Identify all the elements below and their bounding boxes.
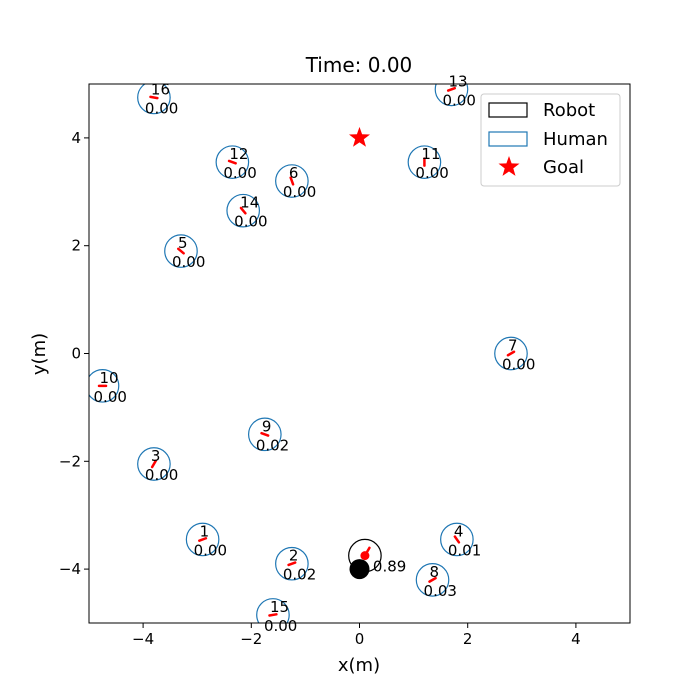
y-axis-label: y(m) [29,333,50,375]
human-value-label: 0.00 [194,541,227,559]
robot-circle [348,538,382,573]
y-tick-label: 0 [71,345,81,363]
human-value-label: 0.02 [283,566,316,584]
legend-robot-label: Robot [543,100,595,121]
legend-human-label: Human [543,129,608,150]
human-circle [407,145,442,179]
human-id-label: 3 [151,447,161,465]
human-circle [434,84,469,107]
human-heading-marker [227,159,237,165]
human-value-label: 0.00 [234,213,267,231]
human-id-label: 6 [289,164,299,182]
human-id-label: 1 [200,522,210,540]
human-circle [275,164,309,198]
human-id-label: 5 [178,234,188,252]
human-circle [247,417,282,452]
legend-robot-swatch [488,102,528,118]
human-id-label: 2 [289,547,299,565]
y-tick-label: −4 [59,560,81,578]
human-circle [137,447,171,481]
human-circle [164,234,198,268]
human-heading-marker [260,431,270,437]
human-id-label: 11 [421,145,440,163]
human-value-label: 0.00 [442,91,475,109]
x-tick-label: −2 [240,630,262,648]
human-heading-marker [198,537,208,542]
goal-star [349,126,370,147]
legend-human-swatch [488,131,528,147]
x-axis-ticks: −4 −2 0 2 4 [132,623,581,648]
human-id-label: 15 [270,598,289,616]
x-tick-label: 2 [463,630,473,648]
human-heading-marker [289,176,295,186]
human-heading-marker [446,86,457,92]
human-circle [89,369,120,403]
human-value-label: 0.01 [448,541,481,559]
human-heading-marker [177,247,185,255]
human-heading-marker [268,613,278,617]
human-heading-marker [150,459,157,469]
y-tick-label: 4 [71,129,81,147]
legend-goal-label: Goal [543,157,584,178]
human-circle [226,193,261,228]
human-heading-marker [506,350,516,357]
plot-area: 10.00 20.0230.0040.0150.0060.0070.0080.03… [88,72,631,635]
y-axis-ticks: −4 −2 0 2 4 [59,129,89,578]
human-circle [494,336,528,371]
human-id-label: 4 [454,522,464,540]
human-id-label: 8 [430,563,440,581]
human-circle [256,598,290,623]
human-heading-marker [453,535,461,544]
legend: Robot Human Goal [480,93,621,187]
human-value-label: 0.00 [223,164,256,182]
human-value-label: 0.00 [172,253,205,271]
human-value-label: 0.00 [145,466,178,484]
robot-value-label: 0.89 [373,558,406,576]
human-value-label: 0.02 [256,436,289,454]
human-id-label: 10 [100,369,119,387]
x-axis-label: x(m) [338,655,380,676]
x-tick-label: −4 [132,630,154,648]
human-circle [185,522,220,557]
y-tick-label: 2 [71,237,81,255]
human-value-label: 0.00 [94,388,127,406]
human-value-label: 0.03 [424,582,457,600]
plot-marks [89,84,528,623]
y-tick-label: −2 [59,452,81,470]
human-value-label: 0.00 [145,99,178,117]
robot-heading-marker [363,546,371,557]
human-circle [275,546,309,581]
x-tick-label: 4 [571,630,581,648]
human-circle [215,145,250,179]
human-circle [415,563,450,597]
human-value-label: 0.00 [264,617,297,635]
robot-start-marker [349,559,370,580]
human-heading-marker [287,561,297,567]
chart-title: Time: 0.00 [305,53,413,77]
human-circle [137,84,171,115]
human-id-label: 16 [151,80,170,98]
human-value-label: 0.00 [502,356,535,374]
human-circle [440,522,474,557]
human-value-label: 0.00 [283,183,316,201]
legend-goal-star [498,156,520,176]
human-heading-marker [239,206,247,215]
x-tick-label: 0 [355,630,365,648]
human-heading-marker [149,95,159,100]
human-id-label: 13 [448,72,467,90]
human-id-label: 9 [262,417,272,435]
human-id-label: 14 [240,194,259,212]
human-heading-marker [428,576,437,583]
human-value-label: 0.00 [415,164,448,182]
human-id-label: 7 [508,337,518,355]
human-id-label: 12 [229,145,248,163]
